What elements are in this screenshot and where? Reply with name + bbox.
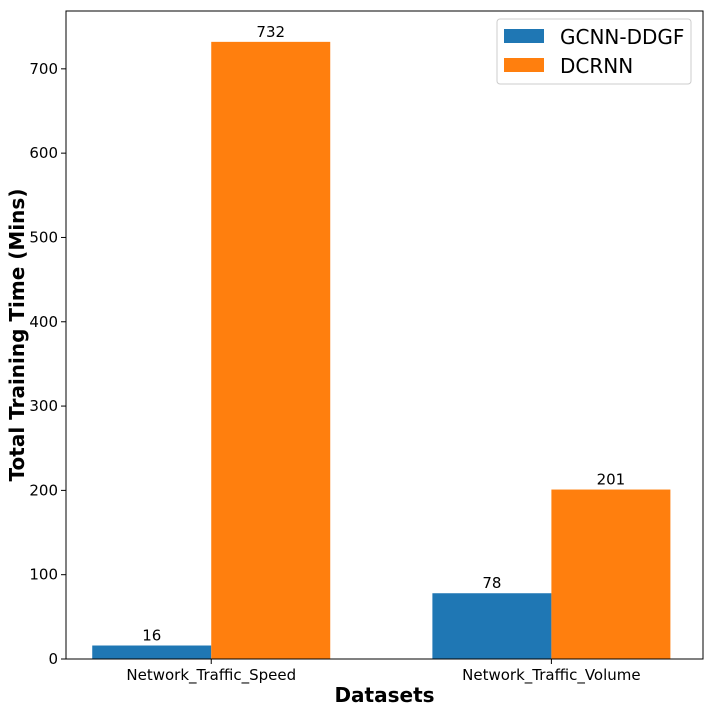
data-label-gcnn-ddgf-1: 16: [142, 627, 161, 645]
y-tick-label: 100: [29, 566, 58, 584]
y-tick-label: 300: [29, 397, 58, 415]
plot-frame: [65, 10, 704, 660]
bar-gcnn-ddgf-2: [432, 593, 552, 659]
y-axis: 0 100 200 300 400 500 600 700: [29, 60, 66, 668]
y-tick-label: 500: [29, 228, 58, 246]
bar-gcnn-ddgf-1: [92, 645, 212, 659]
bars-layer: [92, 41, 671, 660]
legend-box: [496, 18, 692, 85]
x-axis: Network_Traffic_Speed Network_Traffic_Vol…: [126, 659, 641, 685]
x-tick-label: Network_Traffic_Volume: [462, 666, 640, 685]
legend-label-dcrnn: DCRNN: [560, 54, 633, 78]
data-labels-layer: 16 78 732 201: [142, 23, 625, 645]
data-label-dcrnn-1: 732: [256, 23, 285, 41]
y-tick-label: 400: [29, 313, 58, 331]
y-tick-label: 600: [29, 144, 58, 162]
y-tick-label: 0: [48, 650, 58, 668]
bar-dcrnn-1: [211, 41, 331, 660]
x-tick-label: Network_Traffic_Speed: [126, 666, 296, 685]
legend-label-gcnn-ddgf: GCNN-DDGF: [560, 25, 684, 49]
legend-swatch-dcrnn: [504, 58, 544, 72]
legend: GCNN-DDGF DCRNN: [496, 18, 692, 85]
y-tick-label: 700: [29, 60, 58, 78]
y-axis-title: Total Training Time (Mins): [5, 189, 29, 482]
y-tick-label: 200: [29, 481, 58, 499]
legend-swatch-gcnn-ddgf: [504, 29, 544, 43]
data-label-dcrnn-2: 201: [597, 471, 626, 489]
bar-dcrnn-2: [551, 489, 671, 659]
data-label-gcnn-ddgf-2: 78: [482, 574, 501, 592]
x-axis-title: Datasets: [334, 683, 434, 707]
